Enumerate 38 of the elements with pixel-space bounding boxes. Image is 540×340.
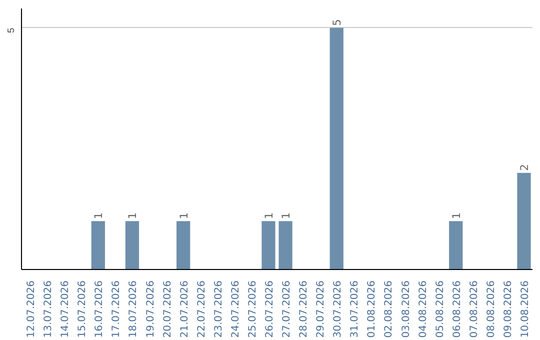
x-tick-label: 03.08.2026: [400, 280, 412, 338]
x-tick-label: 25.07.2026: [247, 280, 258, 338]
data-label: 2: [518, 164, 531, 171]
x-tick-label: 12.07.2026: [26, 280, 38, 338]
data-label: 1: [450, 212, 463, 220]
data-label: 1: [177, 212, 190, 220]
x-tick-label: 26.07.2026: [264, 280, 276, 338]
x-tick-label: 09.08.2026: [502, 280, 514, 338]
x-tick-label: 16.07.2026: [94, 280, 106, 338]
x-tick-label: 04.08.2026: [418, 280, 429, 338]
x-tick-label: 01.08.2026: [366, 280, 378, 338]
x-tick-label: 05.08.2026: [434, 280, 446, 338]
x-tick-label: 30.07.2026: [332, 280, 344, 338]
data-label: 1: [126, 212, 140, 220]
x-tick-label: 06.08.2026: [452, 280, 463, 338]
x-tick-label: 13.07.2026: [43, 280, 54, 338]
data-label: 1: [92, 212, 106, 220]
x-tick-label: 28.07.2026: [298, 280, 310, 338]
x-tick-label: 22.07.2026: [196, 280, 208, 338]
data-label: 1: [280, 212, 293, 220]
x-tick-label: 02.08.2026: [384, 280, 395, 338]
x-tick-label: 10.08.2026: [520, 280, 531, 338]
x-tick-label: 15.07.2026: [77, 280, 88, 338]
data-label: 5: [330, 19, 344, 26]
data-label: 1: [262, 212, 276, 220]
x-tick-label: 14.07.2026: [60, 280, 72, 338]
x-tick-label: 20.07.2026: [162, 280, 174, 338]
x-tick-label: 31.07.2026: [350, 280, 361, 338]
x-tick-label: 27.07.2026: [282, 280, 293, 338]
x-tick-label: 07.08.2026: [468, 280, 480, 338]
x-tick-label: 17.07.2026: [111, 280, 122, 338]
x-tick-label: 21.07.2026: [179, 280, 190, 338]
x-tick-label: 18.07.2026: [128, 280, 140, 338]
x-tick-label: 29.07.2026: [316, 280, 327, 338]
x-tick-label: 23.07.2026: [213, 280, 224, 338]
x-tick-label: 19.07.2026: [145, 280, 156, 338]
x-tick-label: 08.08.2026: [486, 280, 497, 338]
x-tick-label: 24.07.2026: [230, 280, 242, 338]
